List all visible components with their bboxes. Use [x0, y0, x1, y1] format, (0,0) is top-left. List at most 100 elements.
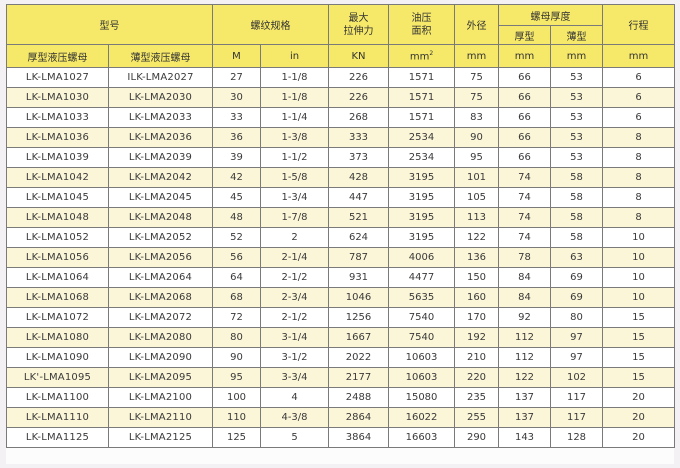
cell-thick-nut-model: LK-LMA1100: [6, 387, 109, 408]
cell-outer-diameter: 90: [454, 127, 499, 148]
cell-thin-thickness: 69: [550, 287, 603, 308]
cell-oil-area: 1571: [388, 107, 455, 128]
cell-thread-m: 64: [212, 267, 261, 288]
cell-outer-diameter: 122: [454, 227, 499, 248]
table-row: LK-LMA1033 LK-LMA2033 33 1-1/4 268 1571 83 66 53…: [6, 107, 675, 128]
cell-thin-nut-model: LK-LMA2110: [108, 407, 213, 428]
cell-thread-in: 3-3/4: [260, 367, 329, 388]
cell-stroke: 20: [602, 407, 675, 428]
cell-thin-thickness: 53: [550, 127, 603, 148]
cell-thin-thickness: 69: [550, 267, 603, 288]
cell-stroke: 6: [602, 67, 675, 88]
cell-oil-area: 2534: [388, 127, 455, 148]
cell-oil-area: 7540: [388, 327, 455, 348]
cell-max-tension: 2488: [328, 387, 389, 408]
cell-thick-thickness: 78: [498, 247, 551, 268]
cell-thin-nut-model: LK-LMA2095: [108, 367, 213, 388]
cell-thick-thickness: 122: [498, 367, 551, 388]
cell-outer-diameter: 75: [454, 87, 499, 108]
cell-thick-thickness: 66: [498, 87, 551, 108]
header-model: 型号: [6, 4, 213, 45]
cell-stroke: 8: [602, 187, 675, 208]
cell-outer-diameter: 105: [454, 187, 499, 208]
cell-thin-thickness: 117: [550, 407, 603, 428]
cell-oil-area: 10603: [388, 367, 455, 388]
cell-thick-thickness: 74: [498, 187, 551, 208]
cell-thick-thickness: 66: [498, 127, 551, 148]
cell-outer-diameter: 95: [454, 147, 499, 168]
table-row: LK-LMA1100 LK-LMA2100 100 4 2488 15080 235 137 1…: [6, 387, 675, 408]
header-thin: 薄型: [550, 25, 603, 45]
cell-oil-area: 3195: [388, 227, 455, 248]
table-row: LK-LMA1039 LK-LMA2039 39 1-1/2 373 2534 95 66 53…: [6, 147, 675, 168]
cell-oil-area: 15080: [388, 387, 455, 408]
cell-stroke: 8: [602, 207, 675, 228]
cell-thin-thickness: 102: [550, 367, 603, 388]
cell-outer-diameter: 150: [454, 267, 499, 288]
unit-stroke-mm: mm: [602, 44, 675, 68]
cell-thread-m: 27: [212, 67, 261, 88]
cell-thread-in: 2-1/2: [260, 267, 329, 288]
cell-max-tension: 3864: [328, 427, 389, 448]
cell-thick-nut-model: LK-LMA1042: [6, 167, 109, 188]
cell-thin-nut-model: LK-LMA2030: [108, 87, 213, 108]
cell-oil-area: 2534: [388, 147, 455, 168]
cell-thick-thickness: 84: [498, 287, 551, 308]
cell-thread-m: 39: [212, 147, 261, 168]
cell-max-tension: 2177: [328, 367, 389, 388]
cell-thick-thickness: 112: [498, 327, 551, 348]
cell-thin-nut-model: LK-LMA2045: [108, 187, 213, 208]
nut-spec-table: 型号 螺纹规格 最大 拉伸力 油压 面积 外径 螺母厚度 行程 厚型 薄型 厚型…: [6, 4, 675, 448]
table-row: LK-LMA1110 LK-LMA2110 110 4-3/8 2864 16022 255…: [6, 407, 675, 428]
cell-thick-nut-model: LK-LMA1068: [6, 287, 109, 308]
cell-oil-area: 10603: [388, 347, 455, 368]
cell-thin-nut-model: LK-LMA2039: [108, 147, 213, 168]
cell-oil-area: 4477: [388, 267, 455, 288]
cell-thread-in: 1-1/8: [260, 67, 329, 88]
cell-outer-diameter: 220: [454, 367, 499, 388]
cell-outer-diameter: 75: [454, 67, 499, 88]
cell-outer-diameter: 160: [454, 287, 499, 308]
cell-oil-area: 3195: [388, 167, 455, 188]
cell-thick-thickness: 66: [498, 147, 551, 168]
table-row: LK-LMA1045 LK-LMA2045 45 1-3/4 447 3195 105 74 5…: [6, 187, 675, 208]
cell-thick-nut-model: LK-LMA1039: [6, 147, 109, 168]
cell-outer-diameter: 101: [454, 167, 499, 188]
cell-oil-area: 1571: [388, 87, 455, 108]
cell-thick-nut-model: LK-LMA1072: [6, 307, 109, 328]
cell-thin-thickness: 97: [550, 327, 603, 348]
cell-thick-nut-model: LK-LMA1027: [6, 67, 109, 88]
cell-oil-area: 4006: [388, 247, 455, 268]
table-row: LK-LMA1064 LK-LMA2064 64 2-1/2 931 4477 150 84 6…: [6, 267, 675, 288]
cell-stroke: 6: [602, 87, 675, 108]
table-row: LK-LMA1080 LK-LMA2080 80 3-1/4 1667 7540 192 11…: [6, 327, 675, 348]
cell-stroke: 6: [602, 107, 675, 128]
cell-thin-nut-model: LK-LMA2052: [108, 227, 213, 248]
cell-thin-nut-model: LK-LMA2125: [108, 427, 213, 448]
cell-stroke: 10: [602, 267, 675, 288]
cell-thin-nut-model: LK-LMA2042: [108, 167, 213, 188]
cell-stroke: 20: [602, 427, 675, 448]
cell-outer-diameter: 290: [454, 427, 499, 448]
cell-thick-thickness: 66: [498, 67, 551, 88]
table-row: LK-LMA1090 LK-LMA2090 90 3-1/2 2022 10603 210 1…: [6, 347, 675, 368]
cell-thick-nut-model: LK-LMA1110: [6, 407, 109, 428]
cell-stroke: 10: [602, 247, 675, 268]
cell-thick-thickness: 112: [498, 347, 551, 368]
cell-thick-thickness: 74: [498, 207, 551, 228]
cell-thick-nut-model: LK'-LMA1095: [6, 367, 109, 388]
cell-thick-nut-model: LK-LMA1080: [6, 327, 109, 348]
cell-thin-nut-model: LK-LMA2068: [108, 287, 213, 308]
unit-thick-mm: mm: [498, 44, 551, 68]
table-row: LK-LMA1036 LK-LMA2036 36 1-3/8 333 2534 90 66 53…: [6, 127, 675, 148]
unit-mm2-exp: 2: [429, 49, 434, 57]
cell-thin-nut-model: LK-LMA2064: [108, 267, 213, 288]
cell-max-tension: 226: [328, 67, 389, 88]
cell-thick-nut-model: LK-LMA1048: [6, 207, 109, 228]
unit-m: M: [212, 44, 261, 68]
cell-outer-diameter: 113: [454, 207, 499, 228]
cell-thin-nut-model: LK-LMA2080: [108, 327, 213, 348]
cell-outer-diameter: 83: [454, 107, 499, 128]
cell-max-tension: 624: [328, 227, 389, 248]
cell-thin-thickness: 58: [550, 167, 603, 188]
